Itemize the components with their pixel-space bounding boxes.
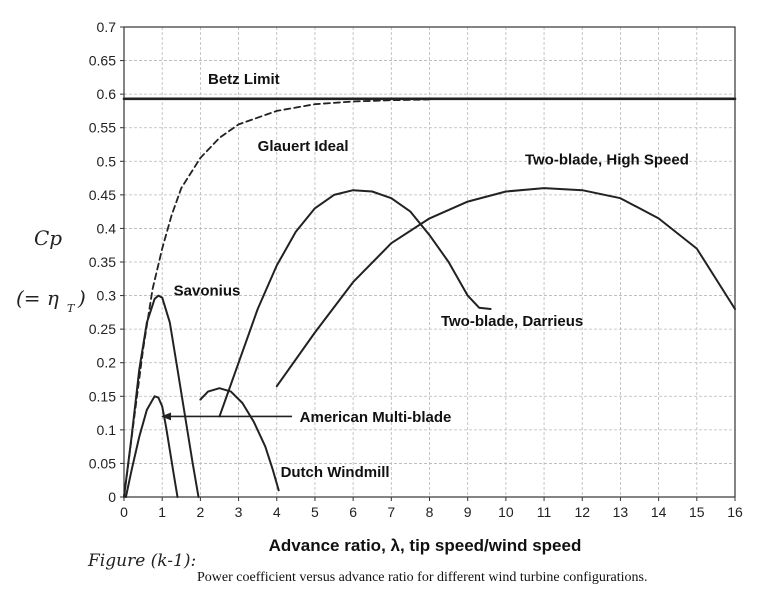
label-two-blade-darrieus: Two-blade, Darrieus [441, 313, 583, 330]
y-axis-note: (= η T ) [16, 286, 86, 315]
x-tick-label: 12 [574, 504, 590, 520]
label-two-blade-high-speed: Two-blade, High Speed [525, 152, 689, 169]
y-tick-label: 0.45 [89, 187, 116, 203]
y-tick-label: 0.2 [97, 355, 117, 371]
y-tick-label: 0.15 [89, 388, 116, 404]
y-tick-label: 0.6 [97, 86, 117, 102]
label-dutch-windmill: Dutch Windmill [281, 464, 390, 481]
y-tick-label: 0.4 [97, 220, 117, 236]
x-axis-label: Advance ratio, λ, tip speed/wind speed [269, 536, 582, 555]
y-tick-label: 0.55 [89, 120, 116, 136]
series-two-blade-darrieus [218, 189, 492, 418]
x-tick-label: 11 [537, 504, 552, 520]
figure-label: Figure (k-1): [87, 551, 196, 571]
x-tick-label: 5 [311, 504, 319, 520]
y-tick-label: 0 [108, 489, 116, 505]
x-tick-label: 10 [498, 504, 514, 520]
x-tick-label: 15 [689, 504, 705, 520]
figure-caption: Power coefficient versus advance ratio f… [197, 570, 647, 585]
y-tick-label: 0.25 [89, 321, 116, 337]
x-tick-label: 0 [120, 504, 128, 520]
x-tick-label: 8 [426, 504, 434, 520]
series-lines [122, 97, 737, 498]
grid [124, 27, 735, 497]
y-tick-label: 0.1 [97, 422, 117, 438]
y-axis-note-subscript: T [67, 302, 76, 315]
annotations: Betz Limit Glauert Ideal Two-blade, High S… [161, 71, 689, 481]
x-tick-label: 7 [387, 504, 395, 520]
x-tick-label: 4 [273, 504, 281, 520]
series-two-blade-high-speed [275, 187, 736, 388]
y-axis-note-close: ) [77, 286, 86, 310]
axes: 0 1 2 3 4 5 6 7 8 9 10 11 12 13 14 15 1600.050.10.150.20… [89, 19, 743, 520]
label-glauert-ideal: Glauert Ideal [258, 138, 349, 155]
y-tick-label: 0.5 [97, 153, 117, 169]
label-betz-limit: Betz Limit [208, 71, 280, 88]
label-american-multi-blade: American Multi-blade [300, 409, 452, 426]
y-tick-label: 0.05 [89, 455, 116, 471]
x-tick-label: 3 [235, 504, 243, 520]
y-tick-label: 0.3 [97, 288, 117, 304]
series-american-multi-blade [124, 395, 179, 498]
x-tick-label: 6 [349, 504, 357, 520]
x-tick-label: 14 [651, 504, 667, 520]
y-tick-label: 0.35 [89, 254, 116, 270]
y-axis-label: Cp [34, 226, 62, 250]
y-axis-note-open: (= η [16, 286, 59, 310]
series-savonius [123, 294, 200, 498]
x-tick-label: 9 [464, 504, 472, 520]
y-tick-label: 0.65 [89, 53, 116, 69]
x-tick-label: 2 [196, 504, 204, 520]
y-tick-label: 0.7 [97, 19, 117, 35]
x-tick-label: 1 [158, 504, 166, 520]
series-dutch-windmill [199, 387, 280, 492]
x-tick-label: 16 [727, 504, 743, 520]
label-savonius: Savonius [174, 283, 241, 300]
x-tick-label: 13 [613, 504, 629, 520]
